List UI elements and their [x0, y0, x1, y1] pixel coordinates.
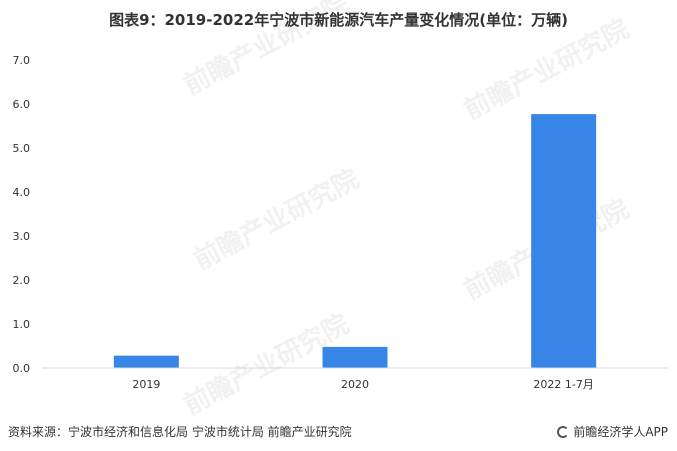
x-tick-label: 2022 1-7月: [533, 378, 593, 391]
y-tick-label: 0.0: [13, 362, 31, 375]
x-axis: 2019 2020 2022 1-7月: [132, 378, 594, 391]
brand-logo-icon: [557, 425, 570, 438]
y-axis: 0.0 1.0 2.0 3.0 4.0 5.0 6.0 7.0: [13, 54, 31, 375]
brand-label: 前瞻经济学人APP: [557, 423, 668, 440]
chart-title: 图表9：2019-2022年宁波市新能源汽车产量变化情况(单位：万辆): [109, 11, 568, 29]
x-tick-label: 2020: [341, 378, 369, 391]
bar: [531, 114, 597, 369]
y-tick-label: 1.0: [13, 318, 31, 331]
watermark-text: 前瞻产业研究院: [179, 0, 354, 101]
source-note: 资料来源：宁波市经济和信息化局 宁波市统计局 前瞻产业研究院: [8, 425, 352, 439]
y-tick-label: 3.0: [13, 230, 31, 243]
y-tick-label: 6.0: [13, 98, 31, 111]
bar: [113, 355, 179, 368]
watermark-text: 前瞻产业研究院: [189, 163, 364, 276]
brand-text: 前瞻经济学人APP: [573, 425, 668, 439]
y-tick-label: 5.0: [13, 142, 31, 155]
y-tick-label: 2.0: [13, 274, 31, 287]
bar: [322, 346, 388, 368]
bar-chart: 前瞻产业研究院前瞻产业研究院前瞻产业研究院前瞻产业研究院前瞻产业研究院 0.01…: [13, 0, 668, 420]
y-tick-label: 4.0: [13, 186, 31, 199]
y-tick-label: 7.0: [13, 54, 31, 67]
x-tick-label: 2019: [132, 378, 160, 391]
watermark-text: 前瞻产业研究院: [459, 13, 634, 126]
bars: [113, 114, 597, 369]
